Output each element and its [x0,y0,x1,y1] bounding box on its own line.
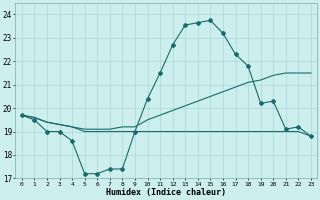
X-axis label: Humidex (Indice chaleur): Humidex (Indice chaleur) [106,188,226,197]
